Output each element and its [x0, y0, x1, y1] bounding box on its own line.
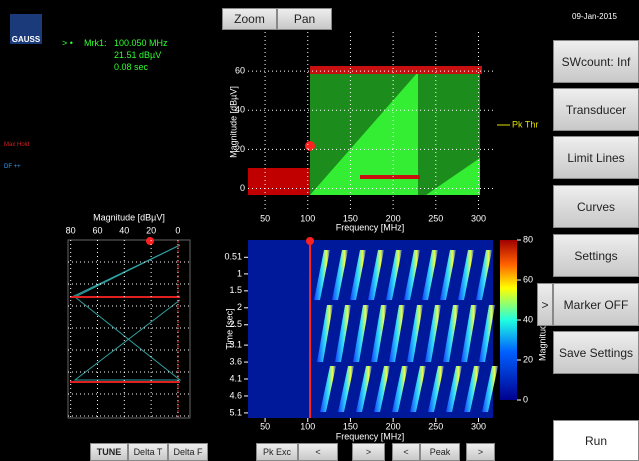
- run-button[interactable]: Run: [553, 420, 639, 461]
- bottom-button[interactable]: <: [392, 443, 420, 461]
- x-tick-label: 200: [386, 421, 401, 431]
- panel-title: Magnitude [dBµV]: [93, 212, 165, 222]
- y-tick-label: 4.1: [229, 373, 242, 383]
- x-tick-label: 50: [260, 421, 270, 431]
- x-tick-label: 250: [428, 421, 443, 431]
- status: Max Hold: [4, 142, 29, 148]
- side-button[interactable]: SWcount: Inf: [553, 40, 639, 83]
- side-button[interactable]: Transducer: [553, 88, 639, 131]
- colorbar-tick-label: 80: [523, 234, 533, 244]
- bottom-button[interactable]: Pk Exc: [256, 443, 298, 461]
- x-tick-label: 150: [343, 421, 358, 431]
- colorbar-tick-label: 60: [523, 274, 533, 284]
- x-tick-label: 150: [343, 213, 358, 223]
- marker-dot: [305, 141, 315, 151]
- status: DF ++: [4, 164, 21, 170]
- x-tick-label: 100: [300, 421, 315, 431]
- x-tick-label: 20: [146, 225, 156, 235]
- y-tick-label: 60: [235, 66, 245, 76]
- y-tick-label: 4.6: [229, 390, 242, 400]
- y-tick-label: 40: [235, 105, 245, 115]
- noise: [248, 168, 310, 195]
- marker-arrow: > •: [62, 38, 73, 48]
- x-tick-label: 300: [471, 213, 486, 223]
- logo: GAUSS: [10, 14, 42, 44]
- y-tick-label: 20: [235, 144, 245, 154]
- x-tick-label: 80: [66, 225, 76, 235]
- expand-button[interactable]: >: [537, 283, 553, 326]
- spectrum-plot: Pk Thr Frequency [MHz] Magnitude [dBµV]: [228, 32, 538, 232]
- plot-area: [68, 240, 190, 418]
- x-tick-label: 60: [92, 225, 102, 235]
- magnitude-panel: Magnitude [dBµV]: [68, 212, 190, 418]
- bottom-button[interactable]: Delta T: [128, 443, 168, 461]
- bottom-button[interactable]: >: [466, 443, 495, 461]
- spectrogram-plot: Frequency [MHz] Time [sec] Magnitude: [224, 237, 547, 441]
- bottom-button[interactable]: <: [298, 443, 338, 461]
- marker-frequency: 100.050 MHz: [114, 38, 168, 48]
- y-tick-label: 1: [237, 268, 242, 278]
- x-tick-label: 50: [260, 213, 270, 223]
- marker-level: 21.51 dBµV: [114, 50, 161, 60]
- y-tick-label: 0.51: [224, 252, 242, 262]
- marker-dot: [306, 237, 314, 245]
- bottom-button[interactable]: Delta F: [168, 443, 208, 461]
- y-tick-label: 2.5: [229, 319, 242, 329]
- charts: Pk Thr Frequency [MHz] Magnitude [dBµV] …: [0, 0, 639, 461]
- side-button[interactable]: Limit Lines: [553, 136, 639, 179]
- colorbar-tick-label: 0: [523, 394, 528, 404]
- x-tick-label: 40: [119, 225, 129, 235]
- y-tick-label: 3.1: [229, 339, 242, 349]
- colorbar: [500, 240, 517, 400]
- x-tick-label: 250: [428, 213, 443, 223]
- y-tick-label: 5.1: [229, 407, 242, 417]
- x-tick-label: 300: [471, 421, 486, 431]
- app: Pk Thr Frequency [MHz] Magnitude [dBµV] …: [0, 0, 639, 461]
- x-axis-title: Frequency [MHz]: [336, 431, 405, 441]
- side-button[interactable]: Curves: [553, 185, 639, 228]
- date: 09-Jan-2015: [572, 12, 617, 21]
- side-button[interactable]: Save Settings: [553, 331, 639, 374]
- side-button[interactable]: Marker OFF: [553, 283, 639, 326]
- marker-dot: [146, 237, 154, 245]
- x-tick-label: 100: [300, 213, 315, 223]
- x-tick-label: 0: [175, 225, 180, 235]
- bottom-button[interactable]: Peak: [420, 443, 460, 461]
- x-axis-title: Frequency [MHz]: [336, 222, 405, 232]
- y-tick-label: 2: [237, 302, 242, 312]
- bottom-button[interactable]: TUNE: [90, 443, 128, 461]
- pan-button[interactable]: Pan: [277, 8, 332, 30]
- bottom-button[interactable]: >: [352, 443, 385, 461]
- y-tick-label: 3.6: [229, 356, 242, 366]
- marker-time: 0.08 sec: [114, 62, 148, 72]
- side-button[interactable]: Settings: [553, 234, 639, 277]
- max-hold: [360, 175, 420, 179]
- x-tick-label: 200: [386, 213, 401, 223]
- y-tick-label: 1.5: [229, 285, 242, 295]
- threshold-label: Pk Thr: [512, 119, 538, 129]
- colorbar-tick-label: 40: [523, 314, 533, 324]
- y-tick-label: 0: [240, 183, 245, 193]
- marker-name: Mrk1:: [84, 38, 107, 48]
- max-hold: [310, 66, 482, 74]
- zoom-button[interactable]: Zoom: [222, 8, 277, 30]
- colorbar-tick-label: 20: [523, 354, 533, 364]
